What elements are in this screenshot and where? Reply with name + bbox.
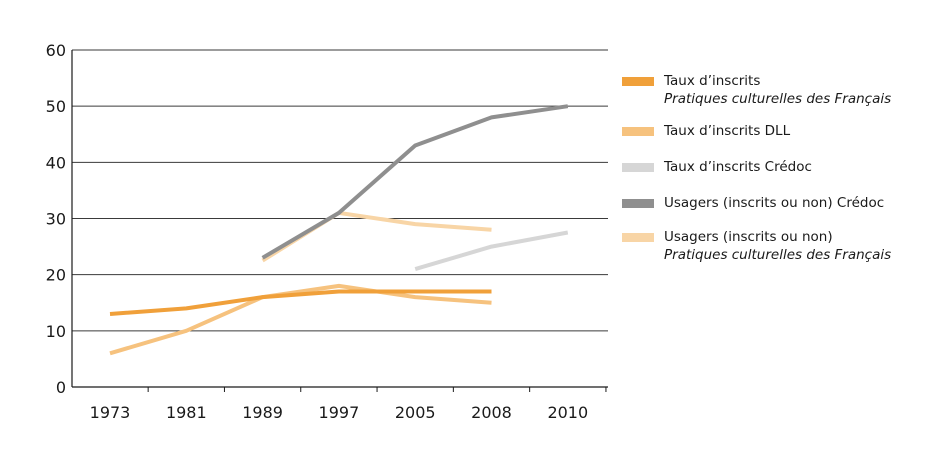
legend-swatch bbox=[622, 163, 654, 172]
legend-swatch bbox=[622, 77, 654, 86]
legend-label: Taux d’inscrits DLL bbox=[664, 123, 791, 139]
legend-item-usagers-credoc: Usagers (inscrits ou non) Crédoc bbox=[622, 194, 922, 228]
y-tick-label: 60 bbox=[46, 41, 66, 60]
y-tick-label: 20 bbox=[46, 266, 66, 285]
grid-lines bbox=[72, 49, 608, 332]
y-tick-label: 30 bbox=[46, 210, 66, 229]
x-tick-labels: 1973 1981 1989 1997 2005 2008 2010 bbox=[90, 403, 589, 422]
series-line-3 bbox=[261, 104, 569, 260]
y-tick-label: 50 bbox=[46, 97, 66, 116]
y-tick-labels: 0 10 20 30 40 50 60 bbox=[46, 41, 66, 397]
legend-label: Usagers (inscrits ou non) Crédoc bbox=[664, 195, 885, 211]
legend-sublabel: Pratiques culturelles des Français bbox=[664, 91, 892, 107]
x-tick-label: 1997 bbox=[319, 403, 360, 422]
y-tick-label: 10 bbox=[46, 322, 66, 341]
x-tick-label: 1989 bbox=[242, 403, 283, 422]
legend-sublabel: Pratiques culturelles des Français bbox=[664, 247, 892, 263]
x-tick-label: 2005 bbox=[395, 403, 436, 422]
x-tick-label: 2008 bbox=[471, 403, 512, 422]
legend: Taux d’inscrits Pratiques culturelles de… bbox=[622, 72, 922, 278]
series-lines bbox=[109, 104, 569, 356]
y-tick-label: 40 bbox=[46, 153, 66, 172]
legend-swatch bbox=[622, 199, 654, 208]
legend-item-taux-inscrits-credoc: Taux d’inscrits Crédoc bbox=[622, 158, 922, 194]
legend-swatch bbox=[622, 127, 654, 136]
legend-label: Usagers (inscrits ou non) bbox=[664, 229, 833, 245]
axes bbox=[71, 50, 608, 392]
legend-label: Taux d’inscrits Crédoc bbox=[664, 159, 812, 175]
x-tick-label: 2010 bbox=[547, 403, 588, 422]
series-line-2 bbox=[414, 230, 569, 272]
x-tick-label: 1973 bbox=[90, 403, 131, 422]
legend-item-taux-inscrits-dll: Taux d’inscrits DLL bbox=[622, 122, 922, 158]
legend-item-usagers-pcf: Usagers (inscrits ou non) Pratiques cult… bbox=[622, 228, 922, 278]
series-line-1 bbox=[109, 283, 492, 356]
legend-label: Taux d’inscrits bbox=[664, 73, 761, 89]
y-tick-label: 0 bbox=[56, 378, 66, 397]
x-tick-label: 1981 bbox=[166, 403, 207, 422]
series-line-0 bbox=[109, 289, 492, 316]
legend-item-taux-inscrits-pcf: Taux d’inscrits Pratiques culturelles de… bbox=[622, 72, 922, 122]
legend-swatch bbox=[622, 233, 654, 242]
